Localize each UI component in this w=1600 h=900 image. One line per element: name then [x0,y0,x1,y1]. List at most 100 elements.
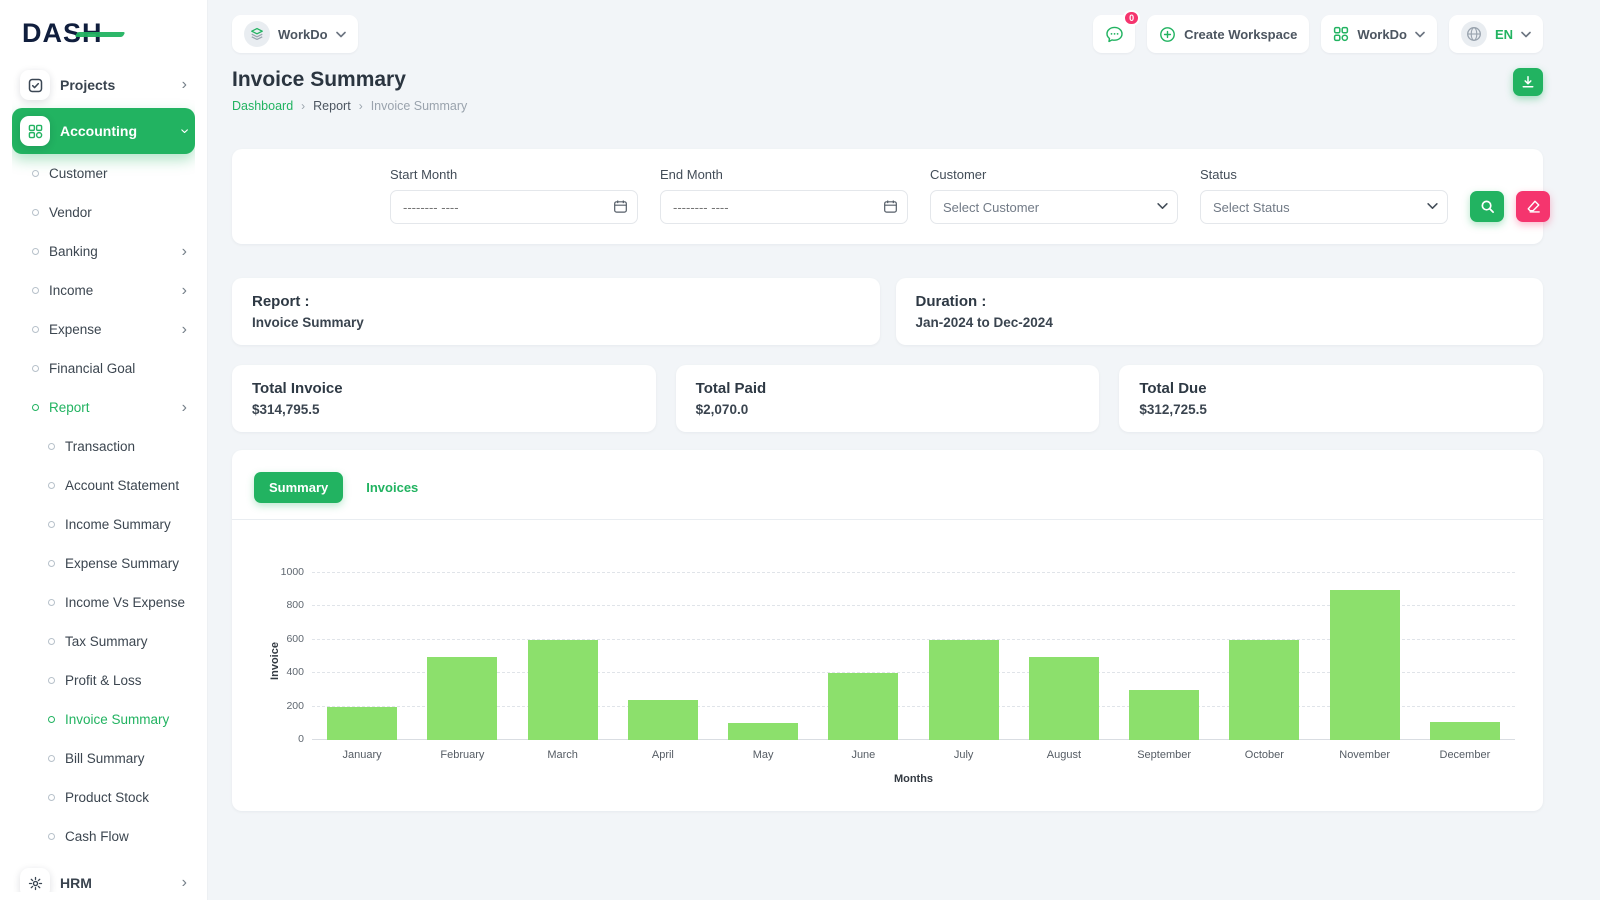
y-tick-label: 0 [298,733,304,745]
accounting-icon [20,116,50,146]
status-field: Status Select Status [1200,167,1448,224]
bar-september [1129,689,1200,740]
gridline [312,672,1515,674]
duration-label: Duration : [915,293,987,310]
bar-chart: Invoice 0 200 400 600 800 1000 January Februar… [254,560,1521,785]
x-axis-title: Months [893,773,934,785]
chevron-right-icon: › [358,99,363,113]
divider [232,519,1543,520]
bullet-icon [32,365,39,372]
sidebar-item-accounting[interactable]: Accounting › [12,108,195,154]
totals-row: Total Invoice $314,795.5 Total Paid $2,0… [232,365,1543,432]
y-tick-label: 600 [286,632,304,645]
create-workspace-button[interactable]: Create Workspace [1147,15,1310,53]
start-month-input[interactable] [390,190,638,224]
sidebar-item-invoice-summary[interactable]: Invoice Summary [12,700,195,739]
workspace-menu-button[interactable]: WorkDo [1321,15,1437,53]
messages-badge: 0 [1123,10,1141,26]
end-month-input[interactable] [660,190,908,224]
breadcrumb-report[interactable]: Report [313,99,351,113]
bullet-icon [32,248,39,255]
workspace-menu-label: WorkDo [1357,26,1407,42]
bullet-icon [32,404,39,411]
sidebar-item-tax-summary[interactable]: Tax Summary [12,622,195,661]
chart-tabs: Summary Invoices [254,472,1521,503]
bullet-icon [48,638,55,645]
messages-button[interactable]: 0 [1093,10,1141,53]
page-title: Invoice Summary [232,68,406,91]
chart-plot: 0 200 400 600 800 1000 [281,560,1515,745]
x-tick-label: June [851,749,876,761]
total-paid-label: Total Paid [695,380,767,397]
status-label: Status [1200,167,1237,182]
x-tick-label: February [440,749,485,761]
total-invoice-label: Total Invoice [252,380,343,397]
language-button[interactable]: EN [1448,15,1543,53]
search-button[interactable] [1470,191,1504,222]
sidebar-item-label: Customer [49,166,108,181]
status-select[interactable]: Select Status [1200,190,1448,224]
projects-icon [20,70,50,100]
sidebar-item-expense[interactable]: Expense › [12,310,195,349]
bar-slot [713,723,813,740]
sidebar-item-expense-summary[interactable]: Expense Summary [12,544,195,583]
bar-february [427,656,498,740]
sidebar-item-account-statement[interactable]: Account Statement [12,466,195,505]
sidebar-item-income-vs-expense[interactable]: Income Vs Expense [12,583,195,622]
x-tick-label: March [547,749,578,761]
workspace-icon [244,21,270,47]
chevron-down-icon [1415,31,1425,37]
reset-button[interactable] [1516,191,1550,222]
sidebar-item-label: Cash Flow [65,829,129,844]
chevron-right-icon: › [181,281,187,299]
sidebar-item-transaction[interactable]: Transaction [12,427,195,466]
sidebar-item-label: Product Stock [65,790,150,805]
download-button[interactable] [1513,68,1543,96]
sidebar-item-bill-summary[interactable]: Bill Summary [12,739,195,778]
sidebar-item-projects[interactable]: Projects › [12,62,195,108]
chart-card: Summary Invoices Invoice 0 200 400 600 800 10… [232,450,1543,811]
chart-bars [312,560,1515,740]
breadcrumb-dashboard[interactable]: Dashboard [232,99,294,113]
y-tick-label: 400 [286,666,304,679]
sidebar-item-income[interactable]: Income › [12,271,195,310]
bullet-icon [48,560,55,567]
search-icon [1481,200,1494,213]
sidebar-item-label: Expense [49,322,102,337]
gridline [312,638,1515,640]
sidebar-item-product-stock[interactable]: Product Stock [12,778,195,817]
bar-april [627,699,698,740]
sidebar-item-label: Income [49,283,94,298]
bar-slot [613,699,713,740]
y-tick-label: 200 [286,699,304,712]
tab-summary[interactable]: Summary [254,472,344,503]
total-invoice-card: Total Invoice $314,795.5 [232,365,656,432]
workspace-chip[interactable]: WorkDo [232,15,358,53]
total-due-card: Total Due $312,725.5 [1119,365,1543,432]
customer-select[interactable]: Select Customer [930,190,1178,224]
x-tick-label: July [953,749,974,761]
total-due-label: Total Due [1139,380,1207,397]
sidebar-item-report[interactable]: Report › [12,388,195,427]
sidebar-item-label: Banking [49,244,98,259]
bar-slot [813,673,913,740]
app-logo[interactable]: DASH [12,12,195,54]
sidebar-item-profit-loss[interactable]: Profit & Loss [12,661,195,700]
report-duration-row: Report : Invoice Summary Duration : Jan-… [232,278,1543,345]
sidebar-item-financial-goal[interactable]: Financial Goal [12,349,195,388]
sidebar-item-banking[interactable]: Banking › [12,232,195,271]
bar-slot [412,656,512,740]
sidebar-item-customer[interactable]: Customer [12,154,195,193]
y-tick-label: 1000 [280,566,304,578]
bullet-icon [48,794,55,801]
sidebar-item-income-summary[interactable]: Income Summary [12,505,195,544]
report-label: Report : [252,293,310,310]
sidebar-item-vendor[interactable]: Vendor [12,193,195,232]
sidebar-item-cash-flow[interactable]: Cash Flow [12,817,195,856]
create-workspace-label: Create Workspace [1184,26,1298,42]
tab-invoices[interactable]: Invoices [351,472,433,503]
report-value: Invoice Summary [252,315,364,330]
workspace-chip-label: WorkDo [278,26,328,42]
bar-slot [513,639,613,740]
sidebar-item-hrm[interactable]: HRM › [12,860,195,892]
